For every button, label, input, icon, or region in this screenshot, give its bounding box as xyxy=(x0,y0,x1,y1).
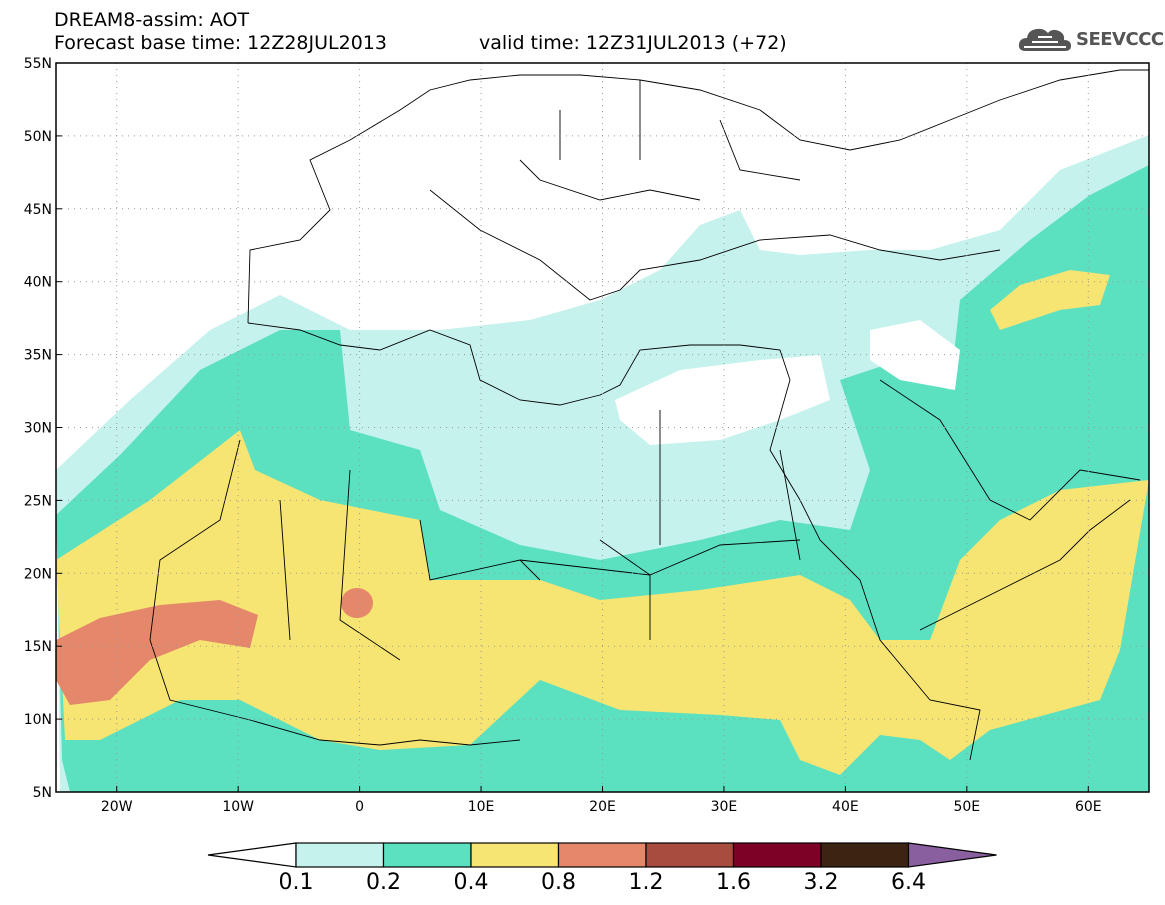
colorbar-swatch xyxy=(470,842,560,868)
colorbar-swatch xyxy=(645,842,735,868)
lon-tick-label: 10W xyxy=(222,799,254,815)
map-title: DREAM8-assim: AOT xyxy=(54,9,250,31)
colorbar-high-arrow xyxy=(907,842,997,868)
lat-tick-label: 45N xyxy=(24,202,52,218)
forecast-base-time: Forecast base time: 12Z28JUL2013 valid ti… xyxy=(54,32,787,54)
colorbar-level-label: 0.4 xyxy=(454,870,489,895)
latitude-axis: 55N 50N 45N 40N 35N 30N 25N 20N 15N 10N 5N xyxy=(24,56,62,801)
aot-band-0.4-caspian xyxy=(990,270,1110,330)
colorbar-swatch xyxy=(557,842,647,868)
base-time-text: Forecast base time: 12Z28JUL2013 xyxy=(54,32,387,54)
lat-tick-label: 40N xyxy=(24,275,52,291)
lat-tick-label: 5N xyxy=(33,785,52,801)
lat-tick-label: 15N xyxy=(24,639,52,655)
logo-text: SEEVCCC xyxy=(1076,29,1164,50)
lon-tick-label: 0 xyxy=(355,799,364,815)
colorbar-level-label: 0.1 xyxy=(279,870,314,895)
colorbar-level-label: 0.2 xyxy=(366,870,401,895)
seevccc-logo: SEEVCCC xyxy=(1018,25,1164,55)
lat-tick-label: 20N xyxy=(24,566,52,582)
aot-band-0.4 xyxy=(56,430,1149,775)
lon-tick-label: 60E xyxy=(1075,799,1102,815)
cloud-icon xyxy=(1018,28,1071,51)
coastlines xyxy=(149,69,1149,761)
longitude-axis: 20W 10W 0 10E 20E 30E 40E 50E 60E xyxy=(101,786,1102,815)
colorbar-level-label: 1.6 xyxy=(716,870,751,895)
aot-patch-0.8-niger xyxy=(341,588,373,618)
lat-tick-label: 25N xyxy=(24,493,52,509)
lon-tick-label: 10E xyxy=(468,799,495,815)
colorbar-swatch xyxy=(382,842,472,868)
colorbar-low-arrow xyxy=(207,842,297,868)
colorbar-level-label: 0.8 xyxy=(541,870,576,895)
lon-tick-label: 20E xyxy=(589,799,616,815)
lon-tick-label: 20W xyxy=(101,799,133,815)
grid-lines xyxy=(56,63,1149,792)
colorbar-swatch xyxy=(295,842,385,868)
colorbar-swatch xyxy=(732,842,822,868)
colorbar-level-label: 3.2 xyxy=(804,870,839,895)
valid-time-text: valid time: 12Z31JUL2013 (+72) xyxy=(479,32,787,54)
aot-clean-egypt xyxy=(615,355,830,445)
lon-tick-label: 30E xyxy=(711,799,738,815)
lat-tick-label: 55N xyxy=(24,56,52,72)
lat-tick-label: 10N xyxy=(24,712,52,728)
colorbar-labels: 0.1 0.2 0.4 0.8 1.2 1.6 3.2 6.4 xyxy=(279,870,927,895)
lat-tick-label: 35N xyxy=(24,348,52,364)
lat-tick-label: 30N xyxy=(24,421,52,437)
colorbar-swatch xyxy=(820,842,910,868)
lon-tick-label: 40E xyxy=(832,799,859,815)
lat-tick-label: 50N xyxy=(24,129,52,145)
colorbar-level-label: 1.2 xyxy=(629,870,664,895)
colorbar-level-label: 6.4 xyxy=(891,870,926,895)
colorbar xyxy=(207,842,997,868)
aot-patch-0.8-west xyxy=(56,600,258,705)
lon-tick-label: 50E xyxy=(953,799,980,815)
